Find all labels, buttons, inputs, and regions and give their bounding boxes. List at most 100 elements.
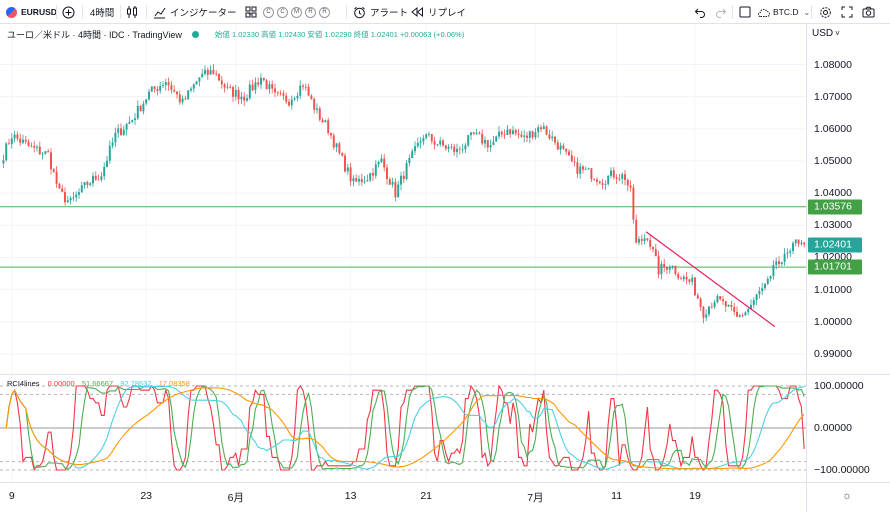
candle-body <box>136 105 139 119</box>
candle-body <box>176 91 178 95</box>
chevron-down-icon: ⌄ <box>246 7 254 17</box>
template-c2-button[interactable]: C <box>277 6 288 18</box>
candle-body <box>285 95 288 102</box>
candle-body <box>366 180 369 182</box>
candle-body <box>251 84 254 91</box>
template-m-button[interactable]: M <box>291 6 302 18</box>
candle-body <box>668 267 671 270</box>
candle-body <box>36 146 38 148</box>
candle-body <box>643 238 646 241</box>
candle-body <box>324 120 327 123</box>
candle-body <box>506 129 509 136</box>
price-tick-label: 1.05000 <box>814 154 852 167</box>
candle-body <box>27 141 30 146</box>
candle-body <box>223 84 226 88</box>
rci-line <box>3 387 805 470</box>
candle-body <box>16 134 19 139</box>
price-marker-label[interactable]: 1.01701 <box>808 259 862 275</box>
symbol-search-button[interactable]: EURUSD <box>6 3 57 21</box>
symbol-title: ユーロ／米ドル · 4時間 · IDC · TradingView <box>7 30 182 40</box>
snapshot-button[interactable] <box>862 3 875 21</box>
compare-symbol-button[interactable]: BTC.D ⌄ <box>757 3 810 21</box>
alert-label: アラート <box>370 8 409 19</box>
candle-body <box>573 161 576 163</box>
candle-body <box>769 276 772 279</box>
candle-body <box>761 288 764 291</box>
redo-button[interactable] <box>715 3 727 21</box>
candle-body <box>657 256 660 275</box>
candle-body <box>708 306 710 315</box>
alert-button[interactable]: アラート <box>353 3 408 21</box>
compare-add-button[interactable] <box>62 3 75 21</box>
candle-body <box>456 148 458 153</box>
plus-circle-icon <box>62 6 75 18</box>
time-tick-label: 6月 <box>227 492 244 504</box>
candle-body <box>416 142 419 147</box>
candle-body <box>66 200 69 203</box>
candle-body <box>212 69 215 74</box>
candle-body <box>156 88 159 91</box>
currency-selector[interactable]: USD ˅ <box>812 28 840 39</box>
toggle-panel-button[interactable] <box>739 3 751 21</box>
currency-label: USD <box>812 28 834 39</box>
candle-body <box>268 84 271 90</box>
candle-body <box>80 185 83 193</box>
candle-body <box>682 276 685 280</box>
candle-body <box>237 89 240 100</box>
candle-body <box>106 160 108 167</box>
symbol-legend[interactable]: ユーロ／米ドル · 4時間 · IDC · TradingView 始値 1.0… <box>7 28 464 41</box>
ohlc-values: 始値 1.02330 高値 1.02430 安値 1.02290 終値 1.02… <box>214 30 465 39</box>
indicator-legend[interactable]: RCI4lines 0.00000 51.66667 92.78632 17.0… <box>7 379 190 388</box>
template-r2-button[interactable]: R <box>319 6 330 18</box>
candle-body <box>271 84 274 89</box>
price-tick-label: 0.99000 <box>814 347 852 360</box>
candle-body <box>747 308 750 313</box>
candle-body <box>750 304 752 309</box>
candle-body <box>604 184 607 185</box>
undo-icon <box>694 8 705 18</box>
time-tick-label: 9 <box>8 490 15 502</box>
symbol-label: EURUSD <box>21 7 57 17</box>
candle-body <box>302 85 304 87</box>
candle-body <box>612 170 615 178</box>
indicator-value-4: 17.08358 <box>158 379 190 388</box>
candle-body <box>19 138 22 143</box>
axis-settings-icon[interactable]: ☼ <box>842 490 853 502</box>
template-c1-button[interactable]: C <box>263 6 274 18</box>
indicators-button[interactable]: インジケーター ⌄ <box>153 3 253 21</box>
price-marker-label[interactable]: 1.03576 <box>808 199 862 215</box>
candle-body <box>442 140 444 146</box>
fullscreen-button[interactable] <box>841 3 853 21</box>
trend-line[interactable] <box>645 231 776 328</box>
layouts-button[interactable] <box>245 3 257 21</box>
chart-type-button[interactable] <box>126 3 138 21</box>
undo-button[interactable] <box>694 3 706 21</box>
candle-body <box>394 181 397 198</box>
candle-body <box>772 264 775 277</box>
candle-body <box>741 315 744 317</box>
template-r1-button[interactable]: R <box>305 6 316 18</box>
candle-body <box>724 301 727 307</box>
replay-button[interactable]: リプレイ <box>411 3 466 21</box>
candle-body <box>562 145 565 149</box>
price-marker-label[interactable]: 1.02401 <box>808 237 862 253</box>
candle-body <box>178 94 181 103</box>
candle-body <box>142 103 145 112</box>
candle-body <box>201 73 204 78</box>
candle-body <box>131 120 134 122</box>
candle-body <box>640 239 643 241</box>
candle-body <box>69 198 72 201</box>
gear-icon <box>820 6 831 18</box>
candle-body <box>246 98 248 101</box>
candle-body <box>797 239 800 244</box>
interval-button[interactable]: 4時間 <box>90 3 114 21</box>
candle-body <box>475 132 478 134</box>
candle-body <box>344 155 346 172</box>
candle-body <box>727 304 730 307</box>
candle-body <box>411 151 414 158</box>
candle-body <box>226 86 229 88</box>
settings-button[interactable] <box>819 3 832 21</box>
candle-body <box>786 252 789 254</box>
candle-body <box>125 123 128 130</box>
